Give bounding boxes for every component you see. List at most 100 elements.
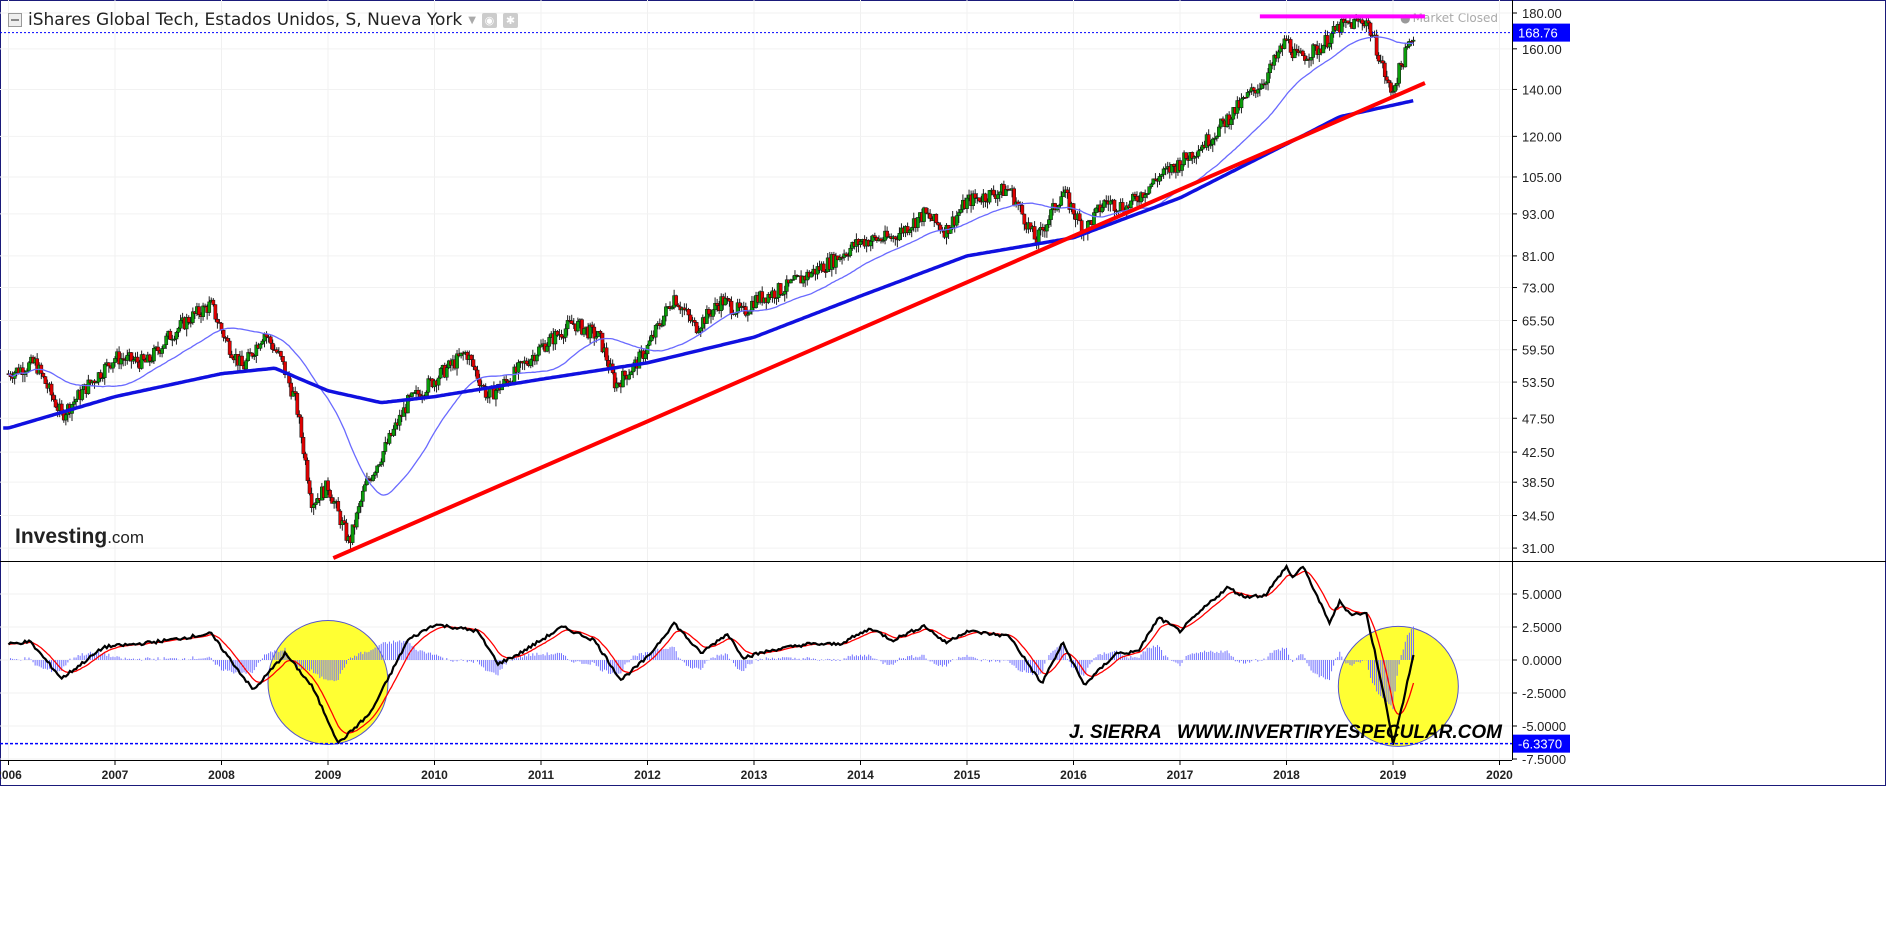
candle: [444, 367, 449, 378]
price-tick-label: 160.00: [1522, 42, 1562, 57]
candle: [1387, 80, 1391, 84]
price-tick-label: 38.50: [1522, 475, 1555, 490]
candle: [53, 399, 58, 408]
candle: [1380, 60, 1385, 64]
candle: [326, 480, 330, 491]
candle: [424, 392, 429, 397]
candle: [375, 465, 380, 473]
candle: [590, 324, 595, 328]
candle: [545, 345, 549, 352]
candle: [1403, 47, 1408, 68]
candle: [778, 283, 783, 295]
candle: [281, 356, 285, 362]
candle: [698, 327, 703, 332]
candle: [1325, 35, 1330, 48]
candle: [909, 227, 914, 231]
candle: [1282, 38, 1287, 49]
candle: [379, 461, 384, 465]
candle: [915, 217, 920, 228]
support-trendline: [332, 81, 1426, 560]
candle: [594, 336, 599, 339]
candle: [63, 414, 68, 421]
x-tick-label: 2009: [315, 768, 342, 782]
price-tick-label: 53.50: [1522, 375, 1555, 390]
candle: [147, 354, 152, 362]
x-tick-label: 2007: [102, 768, 129, 782]
candle: [381, 451, 386, 463]
candle: [746, 313, 750, 316]
candle: [653, 325, 658, 338]
candle: [268, 336, 273, 344]
candle: [1309, 57, 1313, 61]
candle: [983, 193, 988, 202]
candle: [160, 348, 164, 354]
candle: [959, 209, 963, 213]
candle: [1120, 202, 1125, 211]
candle: [553, 331, 558, 345]
candle: [1061, 191, 1066, 197]
candle: [41, 373, 46, 377]
candle: [598, 331, 603, 334]
candle: [715, 303, 719, 306]
candle: [168, 330, 173, 340]
x-tick-label: 2017: [1167, 768, 1194, 782]
x-tick-label: 2015: [954, 768, 981, 782]
candle: [1360, 19, 1365, 24]
collapse-icon[interactable]: [8, 13, 22, 27]
candle: [416, 390, 420, 395]
candle: [299, 416, 304, 438]
price-chart[interactable]: 180.00 160.00 140.00 120.00 105.00 93.00 81.00…: [0, 0, 1886, 786]
candle: [309, 493, 314, 508]
x-tick-label: 2010: [421, 768, 448, 782]
candle: [215, 318, 220, 323]
candle: [965, 197, 969, 209]
candle: [279, 351, 283, 357]
candle: [1040, 227, 1045, 230]
candle: [821, 263, 826, 272]
price-tick-label: 42.50: [1522, 445, 1555, 460]
x-tick-label: 2012: [634, 768, 661, 782]
candle: [997, 191, 1002, 195]
camera-icon[interactable]: ◉: [481, 12, 497, 28]
candle: [711, 309, 715, 317]
candle: [643, 353, 648, 359]
price-tick-label: 31.00: [1522, 541, 1555, 556]
candle: [80, 389, 85, 400]
candle: [229, 354, 234, 359]
candle: [471, 359, 476, 367]
price-tick-label: 93.00: [1522, 207, 1555, 222]
candle: [629, 371, 633, 376]
candle: [1147, 186, 1152, 194]
macd-last-value-tag: -6.3370: [1518, 737, 1562, 752]
candle: [623, 370, 627, 376]
candle: [221, 329, 226, 338]
market-status: Market Closed: [1400, 11, 1498, 25]
x-tick-label: 2006: [0, 768, 22, 782]
candle: [301, 437, 306, 455]
candle: [834, 255, 838, 268]
gear-icon[interactable]: ✱: [502, 12, 518, 28]
candle: [1266, 72, 1270, 84]
candle: [152, 348, 156, 362]
candle: [141, 354, 146, 360]
candle: [1368, 22, 1373, 36]
candle: [475, 369, 480, 379]
candle: [696, 330, 701, 334]
candle: [848, 248, 853, 256]
candle: [1022, 213, 1027, 225]
price-tick-label: 81.00: [1522, 249, 1555, 264]
candle: [727, 298, 732, 302]
candle: [178, 320, 183, 329]
candle: [1143, 194, 1148, 198]
candle: [494, 390, 498, 400]
candle: [295, 393, 300, 415]
dropdown-arrow-icon[interactable]: ▼: [468, 14, 476, 26]
candle: [1327, 43, 1332, 48]
candle: [1217, 126, 1221, 137]
x-tick-label: 2016: [1060, 768, 1087, 782]
candle: [936, 222, 941, 226]
candle: [1366, 20, 1371, 24]
candle: [240, 355, 244, 367]
candle: [1112, 199, 1117, 212]
candle: [934, 213, 939, 223]
